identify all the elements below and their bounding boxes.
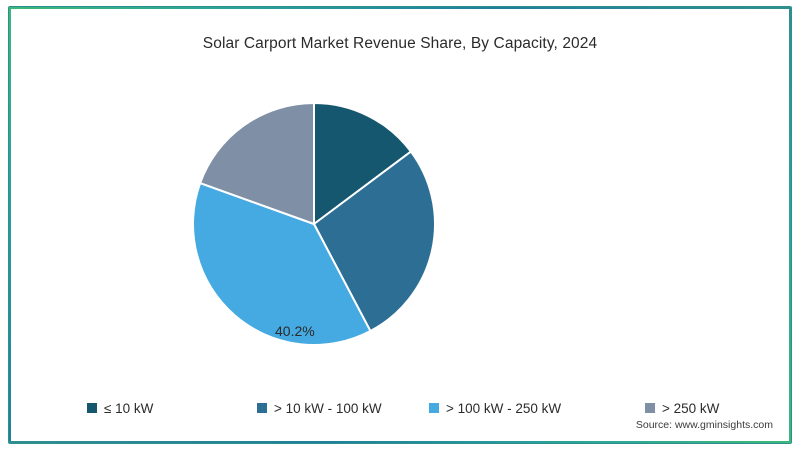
legend-item-le-10kw[interactable]: ≤ 10 kW	[87, 397, 153, 419]
pie-slice[interactable]	[199, 102, 315, 225]
legend-label-gt-250kw: > 250 kW	[662, 400, 720, 416]
pie-slice[interactable]	[313, 102, 412, 225]
legend-item-100-250kw[interactable]: > 100 kW - 250 kW	[429, 397, 561, 419]
card-border-left	[9, 7, 11, 443]
chart-title: Solar Carport Market Revenue Share, By C…	[202, 35, 598, 52]
legend-item-10-100kw[interactable]: > 10 kW - 100 kW	[257, 397, 382, 419]
pie-slice[interactable]	[313, 150, 436, 333]
card-border-bottom	[9, 441, 791, 443]
legend-swatch-gt-250kw	[645, 403, 655, 413]
source-attribution: Source: www.gminsights.com	[635, 419, 773, 431]
legend-label-le-10kw: ≤ 10 kW	[104, 400, 154, 416]
legend-swatch-10-100kw	[257, 403, 267, 413]
pie-chart-svg	[192, 102, 436, 346]
legend-label-10-100kw: > 10 kW - 100 kW	[274, 400, 382, 416]
legend-swatch-100-250kw	[429, 403, 439, 413]
pie-slice-group	[192, 102, 436, 346]
card-border-right	[789, 7, 791, 443]
chart-legend: ≤ 10 kW > 10 kW - 100 kW > 100 kW - 250 …	[9, 397, 791, 421]
legend-label-100-250kw: > 100 kW - 250 kW	[446, 400, 562, 416]
legend-swatch-le-10kw	[87, 403, 97, 413]
pie-slice-label-100-250kw: 40.2%	[275, 323, 315, 339]
card-border-top	[9, 7, 791, 9]
legend-item-gt-250kw[interactable]: > 250 kW	[645, 397, 719, 419]
chart-card: Solar Carport Market Revenue Share, By C…	[8, 6, 792, 444]
pie-chart-plot-area: 40.2%	[9, 7, 791, 443]
pie-slice[interactable]	[192, 182, 372, 346]
